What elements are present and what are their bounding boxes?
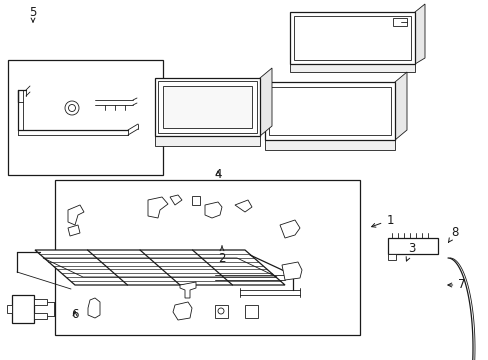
Polygon shape — [280, 220, 299, 238]
Polygon shape — [289, 12, 414, 64]
Polygon shape — [192, 196, 200, 205]
Polygon shape — [155, 136, 260, 146]
Polygon shape — [215, 305, 227, 318]
Polygon shape — [68, 205, 84, 225]
Polygon shape — [34, 313, 47, 319]
Text: 6: 6 — [71, 309, 79, 321]
Polygon shape — [394, 72, 406, 140]
Polygon shape — [392, 18, 406, 26]
Polygon shape — [155, 78, 260, 136]
Polygon shape — [163, 86, 251, 128]
Text: 3: 3 — [406, 242, 415, 261]
Text: 8: 8 — [447, 226, 458, 242]
Polygon shape — [264, 82, 394, 140]
Text: 5: 5 — [29, 5, 37, 22]
Polygon shape — [387, 238, 437, 254]
Polygon shape — [414, 4, 424, 64]
Polygon shape — [282, 262, 302, 280]
Bar — [55, 180, 359, 335]
Text: 7: 7 — [447, 279, 465, 292]
Polygon shape — [235, 200, 251, 212]
Polygon shape — [148, 197, 168, 218]
Polygon shape — [7, 305, 12, 313]
Polygon shape — [34, 299, 47, 305]
Polygon shape — [173, 302, 192, 320]
Polygon shape — [180, 282, 196, 298]
Polygon shape — [88, 298, 100, 318]
Polygon shape — [170, 195, 182, 205]
Bar — [8, 60, 163, 175]
Polygon shape — [264, 140, 394, 150]
Polygon shape — [204, 202, 222, 218]
Polygon shape — [68, 225, 80, 236]
Polygon shape — [387, 254, 395, 260]
Text: 1: 1 — [371, 213, 393, 227]
Polygon shape — [244, 305, 258, 318]
Polygon shape — [289, 64, 414, 72]
Polygon shape — [260, 68, 271, 136]
Polygon shape — [35, 250, 285, 285]
Text: 4: 4 — [214, 168, 221, 181]
Polygon shape — [12, 295, 34, 323]
Text: 2: 2 — [218, 246, 225, 265]
